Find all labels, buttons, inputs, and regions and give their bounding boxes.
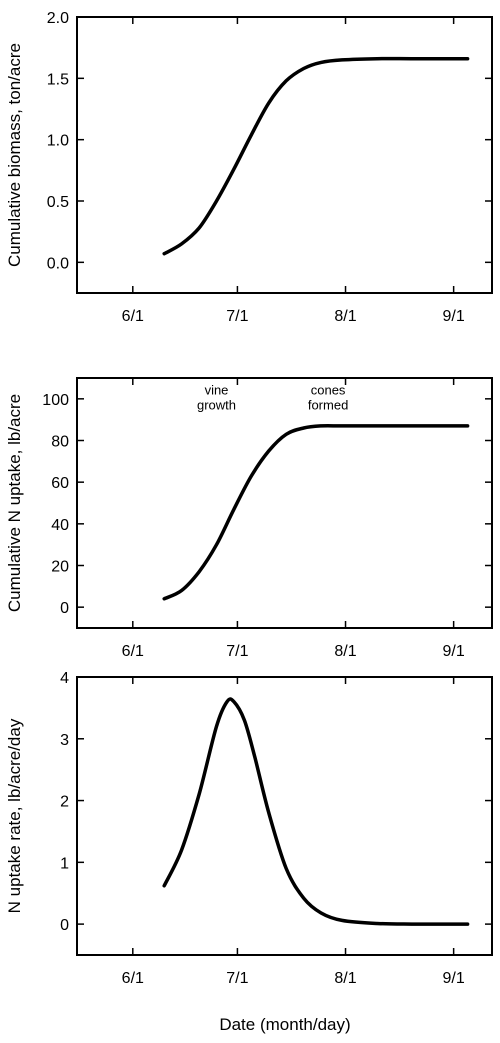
plot-frame: [76, 676, 493, 956]
x-tick-label: 8/1: [334, 643, 356, 660]
y-tick-label: 100: [42, 392, 69, 409]
x-tick-label: 6/1: [122, 308, 144, 325]
y-axis-label: Cumulative N uptake, lb/acre: [5, 394, 24, 612]
x-tick-label: 6/1: [122, 643, 144, 660]
y-tick-label: 80: [51, 434, 69, 451]
annotation-text: vine: [205, 383, 229, 398]
y-tick-label: 1.5: [47, 71, 69, 88]
x-tick-label: 7/1: [226, 970, 248, 987]
annotation-text: growth: [197, 398, 236, 413]
y-tick-label: 1.0: [47, 133, 69, 150]
series-line: [162, 697, 470, 926]
annotation-text: cones: [311, 383, 346, 398]
x-tick-label: 7/1: [226, 308, 248, 325]
biomass-panel: 6/1 7/1 8/1 9/1 0.0 0.5 1.0 1.5 2.0 Cumulative bi…: [5, 10, 493, 325]
plot-frame: [76, 377, 493, 629]
x-tick-label: 6/1: [122, 970, 144, 987]
y-tick-label: 60: [51, 475, 69, 492]
y-tick-label: 0: [60, 917, 69, 934]
y-tick-label: 2.0: [47, 10, 69, 27]
y-tick-label: 20: [51, 559, 69, 576]
x-tick-label: 8/1: [334, 970, 356, 987]
x-tick-label: 7/1: [226, 643, 248, 660]
y-tick-label: 2: [60, 794, 69, 811]
x-tick-label: 9/1: [443, 643, 465, 660]
x-tick-label: 9/1: [443, 970, 465, 987]
y-tick-label: 0.0: [47, 255, 69, 272]
annotation-text: formed: [308, 398, 348, 413]
y-tick-label: 3: [60, 732, 69, 749]
n-uptake-rate-panel: 6/1 7/1 8/1 9/1 0 1 2 3 4 N uptake rate, lb/acre/…: [5, 670, 493, 987]
y-axis-label: Cumulative biomass, ton/acre: [5, 43, 24, 267]
y-tick-label: 40: [51, 517, 69, 534]
n-uptake-panel: 6/1 7/1 8/1 9/1 0 20 40 60 80 100 Cumulative N upt…: [5, 377, 493, 660]
x-tick-label: 8/1: [334, 308, 356, 325]
y-tick-label: 4: [60, 670, 69, 687]
x-tick-label: 9/1: [443, 308, 465, 325]
y-axis-label: N uptake rate, lb/acre/day: [5, 718, 24, 913]
series-line: [162, 424, 470, 601]
y-tick-label: 0: [60, 600, 69, 617]
y-tick-label: 1: [60, 855, 69, 872]
x-axis-label: Date (month/day): [219, 1015, 350, 1034]
y-tick-label: 0.5: [47, 194, 69, 211]
series-line: [162, 56, 470, 256]
plot-frame: [76, 16, 493, 294]
